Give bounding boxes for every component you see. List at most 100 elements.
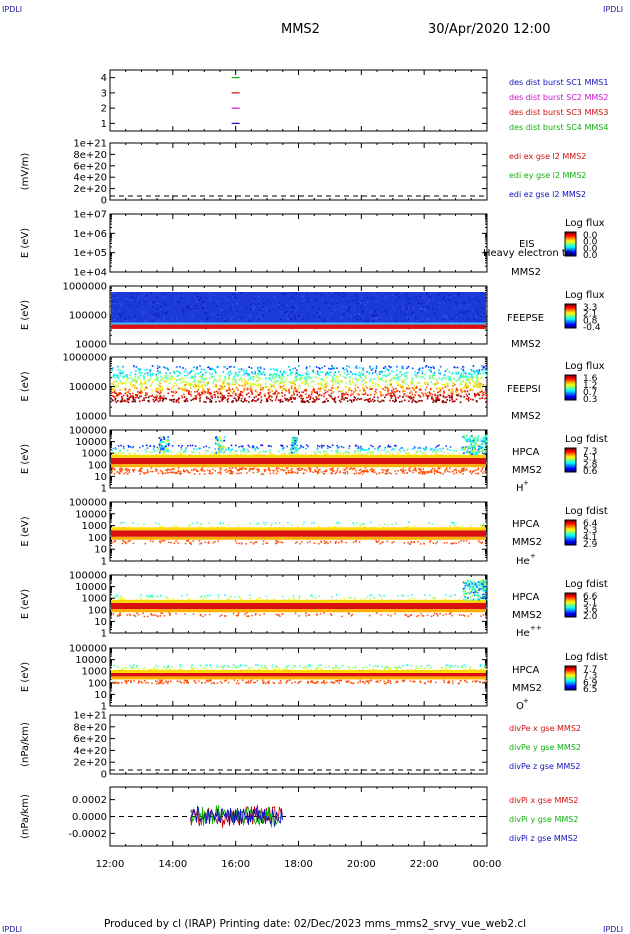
heat-cell (411, 387, 414, 389)
heat-cell (370, 521, 372, 524)
heat-cell (136, 394, 138, 397)
heat-cell (156, 374, 159, 376)
heat-cell (114, 399, 116, 401)
heat-cell (352, 378, 354, 380)
heat-cell (301, 377, 304, 380)
heat-cell (338, 390, 340, 393)
heat-cell (346, 467, 348, 469)
heat-cell (175, 540, 177, 543)
heat-cell (262, 473, 265, 475)
colorbar-cell (565, 316, 576, 318)
heat-cell (245, 369, 248, 372)
heat-cell (167, 448, 170, 451)
heat-cell (283, 370, 285, 372)
heat-cell (284, 469, 286, 471)
heat-cell (423, 307, 426, 310)
heat-cell (297, 454, 299, 456)
heat-cell (480, 440, 483, 443)
colorbar-cell (565, 254, 576, 256)
heat-cell (217, 471, 219, 474)
heat-cell (179, 451, 181, 454)
heat-cell (466, 445, 469, 448)
heat-cell (356, 315, 359, 317)
heat-cell (483, 437, 485, 439)
heat-cell (448, 526, 451, 528)
heat-cell (392, 392, 395, 395)
heat-cell (343, 295, 345, 297)
colorbar-cell (565, 314, 576, 316)
heat-cell (370, 315, 373, 317)
heat-cell (353, 524, 356, 527)
heat-cell (269, 368, 272, 371)
heat-cell (399, 370, 402, 373)
heat-cell (463, 540, 465, 542)
heat-cell (333, 400, 336, 403)
heat-cell (282, 382, 285, 384)
heat-cell (326, 390, 329, 393)
heat-cell (139, 379, 142, 382)
heat-cell (363, 393, 365, 396)
heat-cell (372, 381, 374, 384)
heatmap-body (111, 292, 488, 330)
heat-cell (446, 317, 448, 319)
heat-cell (305, 389, 307, 392)
heat-cell (126, 397, 129, 400)
heat-cell (450, 313, 453, 316)
heat-cell (264, 394, 266, 397)
heat-cell (451, 320, 454, 323)
heat-cell (113, 301, 115, 303)
heat-cell (227, 395, 229, 397)
heat-cell (229, 469, 231, 472)
heat-cell (363, 469, 365, 472)
heat-cell (301, 399, 304, 402)
heat-cell (318, 393, 321, 396)
heat-cell (449, 320, 452, 323)
heat-cell (137, 375, 139, 378)
heat-cell (293, 447, 296, 449)
heat-cell (290, 448, 292, 451)
heat-cell (302, 524, 304, 526)
heat-cell (357, 393, 360, 395)
heat-cell (226, 367, 229, 370)
heat-cell (152, 396, 155, 398)
heat-cell (410, 390, 412, 393)
heat-cell (351, 468, 354, 471)
heat-cell (463, 370, 465, 373)
heat-cell (234, 373, 237, 376)
heat-cell (345, 467, 347, 470)
heat-cell (252, 399, 254, 401)
heat-cell (376, 306, 378, 309)
heat-cell (119, 450, 121, 452)
heat-cell (424, 366, 427, 368)
heat-cell (388, 312, 391, 315)
heat-cell (384, 473, 387, 475)
heat-cell (455, 394, 458, 396)
heat-cell (263, 393, 266, 396)
heat-cell (127, 401, 130, 404)
heat-cell (300, 400, 303, 403)
heat-cell (414, 446, 416, 448)
heat-cell (183, 396, 186, 398)
heat-cell (416, 372, 419, 375)
heat-cell (286, 313, 288, 315)
heat-cell (472, 452, 474, 454)
heat-cell (156, 377, 158, 379)
heat-cell (395, 293, 397, 296)
heat-cell (458, 541, 460, 544)
heat-cell (453, 542, 455, 544)
heat-cell (290, 380, 293, 383)
heat-cell (309, 395, 312, 398)
heat-cell (168, 468, 170, 471)
heat-cell (112, 310, 114, 313)
heat-cell (265, 522, 267, 524)
heat-band (111, 454, 486, 458)
y-tick-label: 10000 (75, 437, 107, 448)
heat-cell (203, 401, 205, 403)
heat-cell (274, 388, 277, 391)
heat-cell (432, 365, 434, 368)
heat-cell (143, 399, 145, 402)
heat-cell (466, 434, 468, 437)
heat-cell (427, 472, 430, 474)
heat-cell (342, 375, 345, 378)
heat-cell (354, 449, 357, 452)
